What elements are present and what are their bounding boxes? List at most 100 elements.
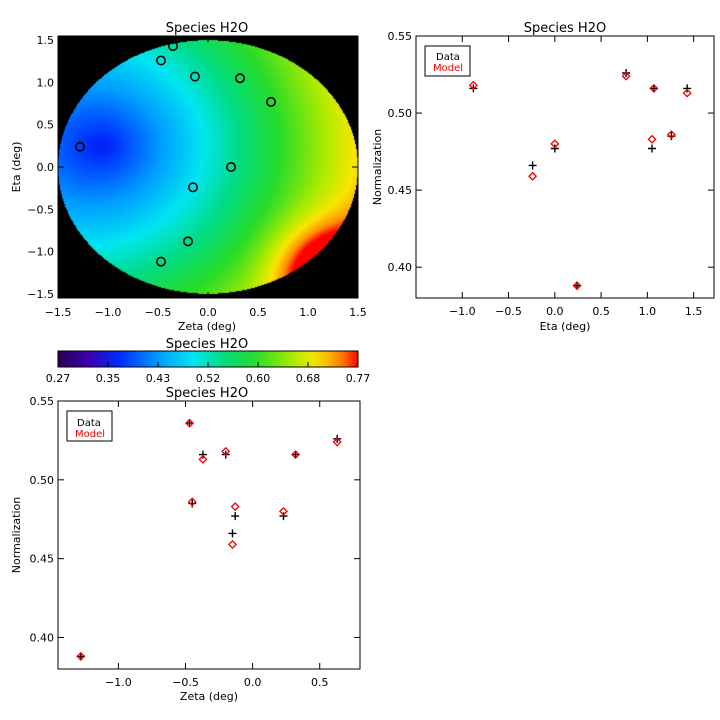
zeta-scatter-x-tick-label: 0.0 — [244, 676, 262, 689]
eta-scatter-x-axis: −1.0 −0.5 0.0 0.5 1.0 1.5 — [449, 36, 702, 318]
eta-scatter-data-point — [550, 144, 559, 153]
zeta-scatter-data-point — [291, 450, 300, 459]
eta-scatter-x-label: Eta (deg) — [540, 320, 591, 333]
eta-scatter-model-point — [468, 80, 478, 90]
heatmap-circle-marker — [226, 162, 237, 173]
heatmap-x-tick-label: 0.0 — [199, 306, 217, 319]
heatmap-x-tick-label: −1.5 — [45, 306, 72, 319]
eta-scatter-model-point — [528, 171, 538, 181]
heatmap-field-image — [58, 36, 358, 298]
heatmap-x-tick-label: 1.5 — [349, 306, 367, 319]
colorbar-tick-label: 0.68 — [296, 372, 321, 385]
heatmap-y-tick-label: −1.0 — [27, 246, 54, 259]
heatmap-y-tick-label: 0.5 — [37, 119, 55, 132]
heatmap-y-tick-label: 1.0 — [37, 76, 55, 89]
zeta-scatter-x-tick-label: −1.0 — [105, 676, 132, 689]
eta-scatter-x-tick-label: 1.5 — [685, 305, 703, 318]
zeta-scatter-y-tick-label: 0.50 — [30, 474, 55, 487]
heatmap-circle-markers — [75, 41, 276, 267]
zeta-scatter-points — [76, 418, 342, 661]
colorbar-tick-label: 0.43 — [146, 372, 171, 385]
eta-legend-data: Data — [436, 52, 460, 63]
eta-scatter-data-point — [649, 84, 658, 93]
eta-scatter-panel: Species H2O −1.0 −0.5 0.0 0.5 1.0 1.5 0.40 0.4… — [371, 21, 715, 333]
heatmap-x-tick-label: −1.0 — [95, 306, 122, 319]
eta-scatter-y-label: Normalization — [371, 129, 384, 205]
heatmap-circle-marker — [190, 71, 201, 82]
zeta-scatter-data-point — [231, 512, 240, 521]
zeta-scatter-data-point — [185, 419, 194, 428]
zeta-scatter-model-point — [198, 454, 208, 464]
eta-legend-model: Model — [433, 63, 463, 74]
zeta-scatter-x-axis: −1.0 −0.5 0.0 0.5 — [105, 401, 328, 689]
eta-scatter-data-point — [573, 281, 582, 290]
eta-scatter-data-point — [647, 144, 656, 153]
heatmap-circle-marker — [75, 141, 86, 152]
zeta-scatter-y-tick-label: 0.55 — [30, 395, 55, 408]
heatmap-circle-marker — [156, 256, 167, 267]
zeta-scatter-y-axis: 0.40 0.45 0.50 0.55 — [30, 395, 360, 644]
heatmap-circle-marker — [235, 73, 246, 84]
zeta-scatter-model-point — [291, 450, 301, 460]
heatmap-y-tick-label: 0.0 — [37, 161, 55, 174]
zeta-scatter-data-point — [279, 512, 288, 521]
heatmap-circle-marker — [156, 55, 167, 66]
zeta-scatter-frame — [57, 400, 361, 670]
colorbar-ticks: 0.27 0.35 0.43 0.52 0.60 0.68 0.77 — [46, 362, 371, 385]
colorbar-tick-label: 0.60 — [246, 372, 271, 385]
eta-scatter-legend: Data Model — [424, 45, 471, 77]
heatmap-circle-marker — [183, 236, 194, 247]
eta-legend-box — [424, 45, 471, 77]
colorbar-tick-label: 0.27 — [46, 372, 71, 385]
heatmap-x-tick-label: 1.0 — [299, 306, 317, 319]
eta-scatter-y-tick-label: 0.40 — [388, 261, 413, 274]
zeta-scatter-model-point — [76, 651, 86, 661]
colorbar: Species H2O 0.27 0.35 0.43 0.52 0.60 0.68 0.77 — [46, 337, 371, 385]
heatmap-y-tick-label: −0.5 — [27, 203, 54, 216]
heatmap-circle-marker — [168, 41, 179, 52]
zeta-scatter-model-point — [332, 437, 342, 447]
zeta-scatter-data-point — [198, 450, 207, 459]
eta-scatter-y-tick-label: 0.45 — [388, 184, 413, 197]
eta-scatter-x-tick-label: −1.0 — [449, 305, 476, 318]
heatmap-x-axis: −1.5 −1.0 −0.5 0.0 0.5 1.0 1.5 — [45, 36, 367, 319]
eta-scatter-model-point — [666, 130, 676, 140]
eta-scatter-y-tick-label: 0.50 — [388, 107, 413, 120]
zeta-scatter-model-point — [221, 446, 231, 456]
heatmap-x-tick-label: −0.5 — [145, 306, 172, 319]
colorbar-tick-label: 0.77 — [346, 372, 371, 385]
zeta-scatter-model-point — [278, 506, 289, 516]
colorbar-tick-label: 0.35 — [96, 372, 121, 385]
heatmap-panel: Species H2O −1.5 −1.0 −0.5 0.0 0.5 1.0 1.5 −1.… — [10, 21, 367, 333]
eta-scatter-title: Species H2O — [524, 21, 606, 36]
eta-scatter-x-tick-label: −0.5 — [495, 305, 522, 318]
heatmap-x-label: Zeta (deg) — [178, 320, 236, 333]
zeta-scatter-x-tick-label: −0.5 — [172, 676, 199, 689]
eta-scatter-x-tick-label: 0.0 — [546, 305, 564, 318]
heatmap-y-axis: −1.5 −1.0 −0.5 0.0 0.5 1.0 1.5 — [27, 34, 358, 301]
zeta-scatter-x-tick-label: 0.5 — [311, 676, 329, 689]
heatmap-x-tick-label: 0.5 — [249, 306, 267, 319]
eta-scatter-model-point — [649, 83, 659, 93]
zeta-scatter-x-label: Zeta (deg) — [180, 690, 238, 703]
eta-scatter-model-point — [550, 139, 560, 149]
zeta-scatter-model-point — [230, 502, 240, 512]
zeta-scatter-model-point — [227, 539, 238, 549]
eta-scatter-data-point — [683, 84, 692, 93]
eta-scatter-x-tick-label: 0.5 — [592, 305, 610, 318]
zeta-scatter-legend: Data Model — [66, 410, 113, 442]
eta-scatter-data-point — [528, 161, 537, 170]
heatmap-title: Species H2O — [166, 21, 248, 36]
zeta-scatter-panel: Species H2O −1.0 −0.5 0.0 0.5 0.400.450.500… — [10, 386, 361, 703]
eta-scatter-model-point — [682, 88, 692, 98]
zeta-scatter-y-tick-label: 0.45 — [30, 553, 55, 566]
eta-scatter-frame — [415, 35, 715, 299]
eta-scatter-x-tick-label: 1.0 — [639, 305, 657, 318]
zeta-scatter-data-point — [228, 529, 237, 538]
zeta-scatter-y-label: Normalization — [10, 497, 23, 573]
zeta-scatter-y-tick-label: 0.40 — [30, 631, 55, 644]
eta-scatter-model-point — [572, 281, 582, 291]
zeta-legend-data: Data — [77, 418, 101, 429]
zeta-scatter-model-point — [185, 418, 195, 428]
